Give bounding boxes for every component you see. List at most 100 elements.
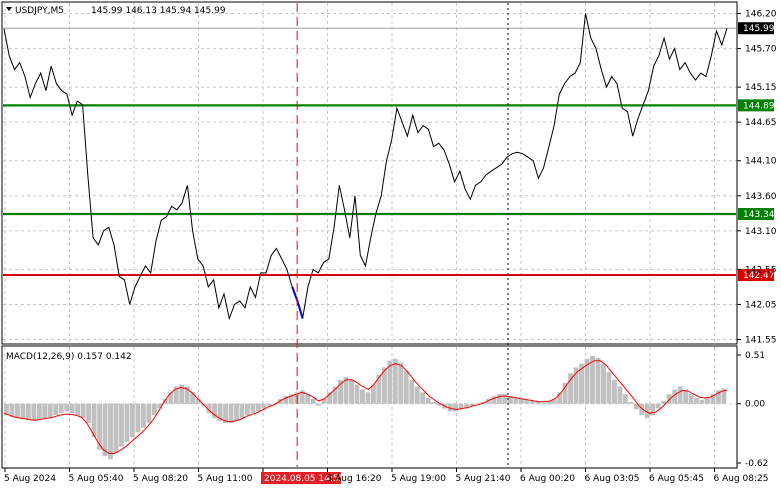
- macd-histogram: [4, 355, 727, 460]
- macd-bar: [102, 403, 108, 457]
- macd-bar: [546, 401, 552, 404]
- macd-bar: [529, 400, 535, 404]
- macd-bar: [217, 403, 223, 421]
- macd-axis: 0.51 0.00 -0.62: [737, 351, 768, 469]
- macd-bar: [135, 403, 141, 433]
- macd-bar: [409, 379, 415, 404]
- macd-bar: [387, 360, 393, 404]
- macd-bar: [540, 402, 546, 404]
- level-label: 143.34: [743, 210, 775, 220]
- macd-bar: [639, 403, 645, 416]
- x-tick-label: 6 Aug 05:45: [649, 474, 704, 484]
- macd-bar: [436, 403, 442, 406]
- macd-bar: [486, 398, 491, 404]
- y-tick-label: 144.10: [745, 157, 777, 167]
- current-price-label-bg: [738, 22, 774, 35]
- macd-bar: [75, 403, 81, 416]
- macd-bar: [321, 398, 327, 404]
- macd-bar: [414, 386, 420, 404]
- macd-bar: [97, 403, 102, 450]
- macd-bar: [277, 398, 283, 404]
- macd-signal-line: [3, 360, 728, 454]
- macd-signal-path: [3, 360, 728, 454]
- macd-bar: [47, 403, 53, 418]
- macd-bar: [568, 373, 574, 404]
- macd-bar: [157, 403, 163, 409]
- time-axis: 5 Aug 2024 5 Aug 05:40 5 Aug 08:20 5 Aug 11…: [4, 468, 768, 484]
- macd-bar: [518, 398, 524, 404]
- macd-bar: [266, 403, 272, 406]
- macd-bar: [168, 392, 174, 404]
- macd-label: MACD(12,26,9) 0.157 0.142: [6, 352, 132, 362]
- symbol-label: USDJPY,M5: [15, 6, 64, 16]
- macd-bar: [310, 398, 316, 404]
- x-tick-label: 5 Aug 11:00: [198, 474, 253, 484]
- macd-bar: [392, 358, 398, 404]
- macd-bar: [507, 396, 513, 404]
- current-price-label: 145.99: [743, 24, 775, 34]
- x-tick-label: 5 Aug 21:40: [456, 474, 511, 484]
- macd-bar: [502, 394, 508, 404]
- macd-bar: [551, 398, 557, 404]
- macd-bar: [140, 403, 146, 428]
- macd-bar: [420, 392, 426, 404]
- macd-bar: [146, 403, 152, 423]
- macd-bar: [381, 367, 387, 404]
- macd-bar: [195, 398, 201, 404]
- macd-bar: [590, 355, 595, 404]
- support-resistance-levels: 144.89 143.34 142.47 145.99: [3, 22, 775, 281]
- macd-bar: [398, 362, 404, 404]
- macd-bar: [650, 403, 656, 416]
- macd-bar: [36, 403, 42, 420]
- macd-bar: [162, 398, 168, 404]
- macd-bar: [245, 403, 250, 416]
- price-pane[interactable]: [1, 1, 738, 345]
- level-label-bg: [738, 208, 774, 221]
- macd-bar: [573, 367, 579, 404]
- ohlc-values: 145.99 146.13 145.94 145.99: [91, 6, 226, 16]
- collapse-triangle-icon[interactable]: [6, 7, 12, 11]
- macd-bar: [129, 403, 135, 438]
- macd-bar: [584, 358, 590, 404]
- y-tick-label: 141.55: [745, 335, 777, 345]
- y-tick-label: 142.05: [745, 300, 777, 310]
- macd-bar: [299, 390, 305, 404]
- macd-bar: [458, 403, 464, 410]
- price-series-line: [3, 13, 728, 321]
- symbol-header: USDJPY,M5 145.99 146.13 145.94 145.99: [6, 6, 226, 16]
- level-label: 142.47: [743, 271, 775, 281]
- macd-bar: [91, 403, 97, 438]
- y-tick-label: 145.70: [745, 45, 777, 55]
- macd-bar: [190, 392, 196, 404]
- macd-bar: [475, 403, 480, 405]
- macd-bar: [557, 392, 563, 404]
- macd-bar: [338, 379, 343, 404]
- x-tick-label: 6 Aug 00:20: [520, 474, 575, 484]
- macd-bar: [677, 386, 683, 404]
- macd-bar: [628, 401, 634, 404]
- x-tick-label: 5 Aug 19:00: [391, 474, 446, 484]
- macd-bar: [64, 403, 70, 412]
- macd-bar: [354, 384, 360, 404]
- highlighted-time-bg: [261, 472, 341, 484]
- macd-bar: [694, 398, 700, 404]
- vertical-markers: [296, 3, 509, 467]
- macd-bar: [716, 390, 721, 404]
- macd-bar: [119, 403, 124, 447]
- macd-bar: [688, 394, 694, 404]
- macd-tick-label: 0.51: [745, 351, 765, 361]
- x-tick-label: 5 Aug 16:20: [327, 474, 382, 484]
- macd-bar: [124, 403, 130, 442]
- macd-bar: [562, 382, 568, 404]
- x-tick-label: 6 Aug 08:25: [714, 474, 769, 484]
- macd-bar: [535, 401, 541, 404]
- macd-bar: [250, 403, 256, 414]
- macd-bar: [108, 403, 113, 460]
- y-tick-label: 143.60: [745, 192, 777, 202]
- macd-bar: [524, 399, 530, 404]
- macd-bar: [25, 403, 31, 420]
- macd-bar: [469, 403, 475, 406]
- price-axis: 146.20 145.70 145.15 144.65 144.10 143.60 143.…: [737, 10, 777, 345]
